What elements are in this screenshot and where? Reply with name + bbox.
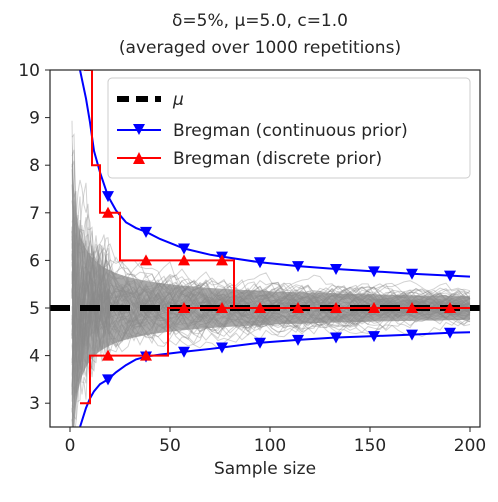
x-axis: 0 50 100 150 200 xyxy=(65,427,486,456)
chart-title-line1: δ=5%, μ=5.0, c=1.0 xyxy=(172,11,348,31)
y-axis: 3 4 5 6 7 8 9 10 xyxy=(18,61,50,414)
legend-mu-label: μ xyxy=(172,90,184,110)
y-tick-label: 10 xyxy=(18,61,40,81)
continuous-upper-marker xyxy=(368,266,380,278)
continuous-lower-marker xyxy=(216,342,228,354)
legend-discrete-label: Bregman (discrete prior) xyxy=(173,149,382,169)
x-tick-label: 150 xyxy=(354,436,386,456)
x-axis-label: Sample size xyxy=(214,459,316,479)
discrete-marker xyxy=(216,302,228,313)
discrete-marker xyxy=(178,302,190,313)
marker-layer xyxy=(102,191,456,386)
discrete-marker xyxy=(102,206,114,218)
continuous-lower-line xyxy=(79,331,471,427)
y-tick-label: 6 xyxy=(29,251,40,271)
discrete-marker xyxy=(330,302,342,313)
continuous-upper-marker xyxy=(406,268,418,280)
x-tick-label: 100 xyxy=(254,436,286,456)
chart-title-line2: (averaged over 1000 repetitions) xyxy=(119,38,401,58)
continuous-upper-marker xyxy=(292,261,304,273)
discrete-marker xyxy=(178,254,190,266)
x-tick-label: 200 xyxy=(454,436,486,456)
continuous-lower-marker xyxy=(102,374,114,386)
y-tick-label: 3 xyxy=(29,394,40,414)
discrete-marker xyxy=(254,302,266,313)
discrete-lower-line xyxy=(80,307,470,405)
discrete-marker xyxy=(140,254,152,266)
continuous-upper-marker xyxy=(102,191,114,203)
y-tick-label: 5 xyxy=(29,299,40,319)
continuous-upper-marker xyxy=(178,243,190,255)
continuous-lower-marker xyxy=(292,334,304,346)
discrete-marker xyxy=(444,302,456,313)
legend-box xyxy=(107,77,471,179)
continuous-lower-marker xyxy=(368,331,380,343)
legend: μ Bregman (continuous prior) Bregman (di… xyxy=(107,77,471,179)
trajectory-core xyxy=(72,140,470,427)
continuous-lower-marker xyxy=(178,346,190,358)
discrete-marker xyxy=(140,349,152,361)
legend-continuous-label: Bregman (continuous prior) xyxy=(173,121,408,141)
y-tick-label: 9 xyxy=(29,109,40,129)
series-layer xyxy=(50,70,480,427)
x-tick-label: 50 xyxy=(159,436,181,456)
continuous-upper-line xyxy=(79,70,471,278)
continuous-lower-marker xyxy=(406,329,418,341)
continuous-lower-marker xyxy=(330,332,342,344)
legend-discrete-marker xyxy=(133,152,145,164)
y-tick-label: 8 xyxy=(29,156,40,176)
discrete-marker xyxy=(102,349,114,361)
y-tick-label: 7 xyxy=(29,204,40,224)
discrete-marker xyxy=(216,254,228,266)
y-tick-label: 4 xyxy=(29,347,40,367)
continuous-upper-marker xyxy=(444,270,456,282)
discrete-marker xyxy=(292,302,304,313)
continuous-lower-marker xyxy=(444,327,456,339)
x-tick-label: 0 xyxy=(65,436,76,456)
continuous-upper-marker xyxy=(140,226,152,238)
discrete-marker xyxy=(368,302,380,313)
legend-continuous-marker xyxy=(133,124,145,135)
discrete-marker xyxy=(406,302,418,313)
continuous-lower-marker xyxy=(254,337,266,349)
plot-frame xyxy=(49,69,481,428)
continuous-upper-marker xyxy=(254,257,266,269)
continuous-upper-marker xyxy=(330,263,342,275)
